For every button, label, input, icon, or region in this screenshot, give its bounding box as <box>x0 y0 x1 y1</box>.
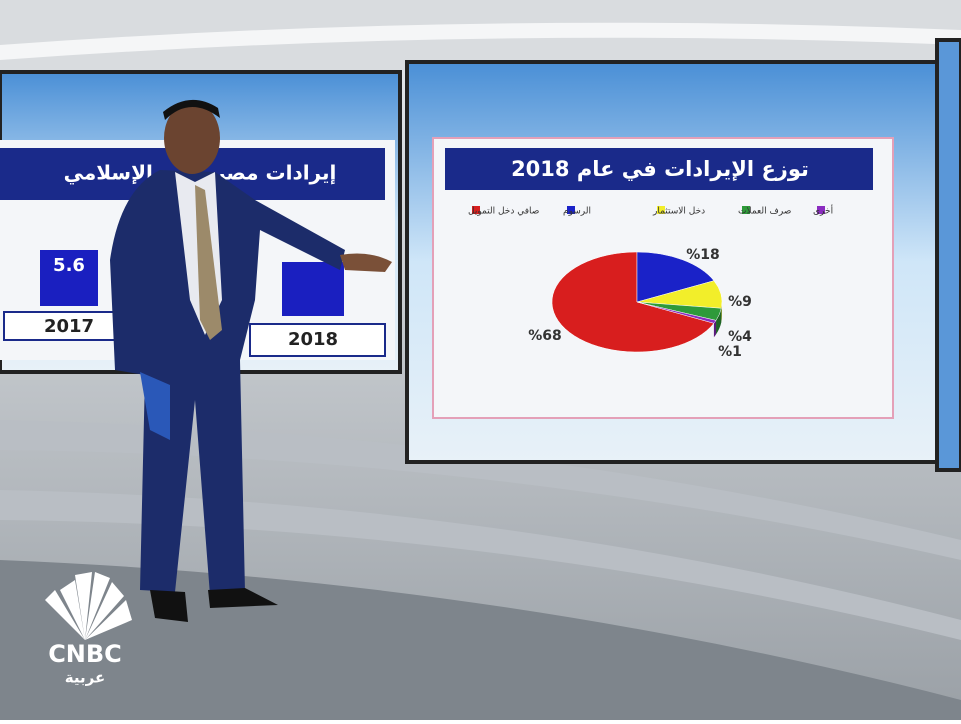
year-label: 2018 <box>288 329 338 350</box>
logo-sub: عربية <box>65 669 105 687</box>
pie-side <box>716 308 722 335</box>
bar-block <box>40 250 98 306</box>
legend-label: أخرى <box>813 205 833 217</box>
bar-block <box>282 262 344 316</box>
presenter <box>110 99 392 622</box>
legend-swatch <box>567 206 575 214</box>
legend-swatch <box>657 206 665 214</box>
legend-swatch <box>817 206 825 214</box>
pie-value-label: %68 <box>528 328 562 344</box>
ceiling-light <box>0 22 961 61</box>
side-screen <box>935 38 961 472</box>
legend-label: الرسوم <box>563 207 591 217</box>
pie-side <box>713 320 717 338</box>
pie-value-label: %4 <box>728 329 752 345</box>
year-box <box>249 323 386 357</box>
year-label: 2017 <box>44 316 94 337</box>
channel-logo: CNBC عربية <box>45 572 132 687</box>
pie-slice <box>636 251 715 303</box>
pie-value-label: %9 <box>728 294 752 310</box>
pie-value-label: %1 <box>718 344 742 360</box>
pie-slice <box>636 301 717 324</box>
pie-value-label: %18 <box>686 247 720 263</box>
legend-label: صرف العملات <box>738 207 791 217</box>
year-box <box>3 311 135 341</box>
legend-swatch <box>742 206 750 214</box>
legend-label: صافي دخل التمويل <box>468 207 539 217</box>
chart-title-bar <box>445 148 873 190</box>
logo-name: CNBC <box>48 640 122 668</box>
pie-slice <box>551 251 715 353</box>
chart-title: توزع الإيرادات في عام 2018 <box>511 157 809 181</box>
pie-side <box>721 302 722 323</box>
bar-value-label: 5.6 <box>53 255 85 276</box>
pie-chart: صافي دخل التمويل الرسوم دخل الاستثمار صرف ا… <box>468 205 833 361</box>
legend-label: دخل الاستثمار <box>652 207 705 217</box>
legend-swatch <box>472 206 480 214</box>
